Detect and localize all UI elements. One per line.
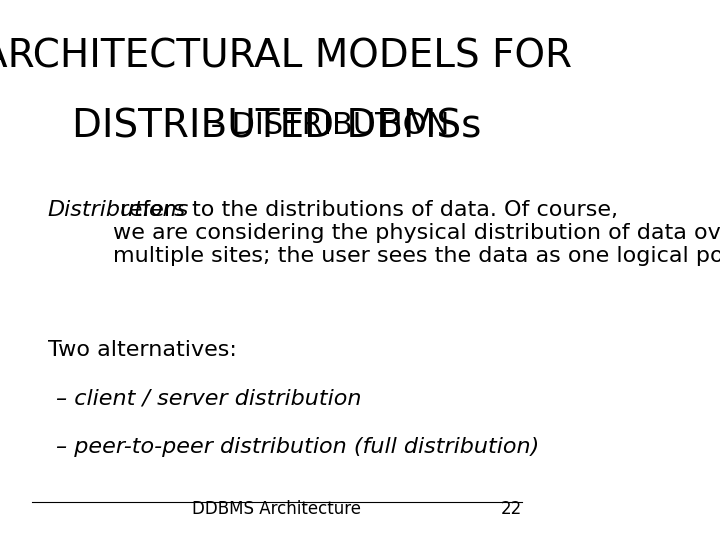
- Text: – client / server distribution: – client / server distribution: [55, 389, 361, 409]
- Text: Distributions: Distributions: [48, 200, 189, 220]
- Text: Two alternatives:: Two alternatives:: [48, 340, 237, 360]
- Text: refers to the distributions of data. Of course,
we are considering the physical : refers to the distributions of data. Of …: [113, 200, 720, 266]
- Text: – peer-to-peer distribution (full distribution): – peer-to-peer distribution (full distri…: [55, 437, 539, 457]
- Text: ARCHITECTURAL MODELS FOR: ARCHITECTURAL MODELS FOR: [0, 38, 572, 76]
- Text: - DISTRIBUTION: - DISTRIBUTION: [202, 111, 450, 140]
- Text: DISTRIBUTED DBMSs: DISTRIBUTED DBMSs: [72, 108, 482, 146]
- Text: 22: 22: [500, 501, 522, 518]
- Text: DDBMS Architecture: DDBMS Architecture: [192, 501, 361, 518]
